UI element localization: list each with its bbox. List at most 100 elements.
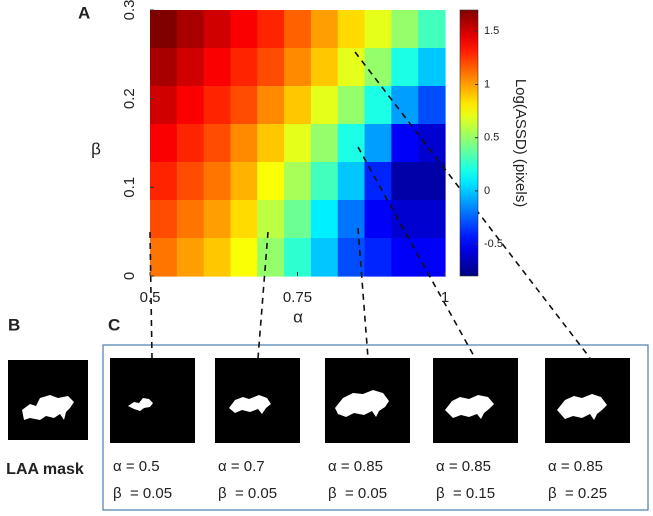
panel-label: A: [78, 3, 90, 22]
alpha-label: α = 0.5: [113, 458, 160, 475]
heat-cell: [176, 10, 205, 49]
heat-cell: [230, 238, 258, 277]
heat-cell: [203, 10, 232, 49]
heat-cell: [176, 238, 205, 277]
heat-cell: [337, 124, 366, 163]
heat-cell: [391, 124, 419, 163]
mask-shape: [22, 395, 74, 420]
heat-cell: [337, 86, 366, 125]
heat-cell: [203, 238, 232, 277]
colorbar-tick-label: 0: [484, 185, 490, 197]
x-tick-label: 0.5: [140, 289, 161, 306]
panel-label: C: [108, 315, 120, 334]
heat-cell: [176, 48, 205, 87]
heat-cell: [364, 124, 392, 163]
heat-cell: [230, 162, 258, 201]
heat-cell: [418, 124, 446, 163]
heat-cell: [284, 162, 312, 201]
heat-cell: [337, 10, 366, 49]
segmentations: α = 0.5 β = 0.05 α = 0.7 β = 0.05 α = 0.85 β …: [110, 358, 630, 502]
segmentation-image: [110, 358, 195, 443]
heat-cell: [230, 124, 258, 163]
heat-cell: [364, 10, 392, 49]
heat-cell: [203, 86, 232, 125]
x-tick-label: 1: [441, 289, 449, 306]
heat-cell: [176, 200, 205, 239]
segmentation-shape: [557, 394, 607, 420]
heat-cell: [150, 10, 178, 49]
colorbar-tick-label: 1.5: [484, 25, 499, 37]
heat-cell: [203, 200, 232, 239]
heat-cell: [257, 48, 285, 87]
heat-cell: [364, 200, 392, 239]
heat-cell: [257, 162, 285, 201]
alpha-label: α = 0.85: [328, 458, 383, 475]
heat-cell: [257, 200, 285, 239]
heat-cell: [418, 162, 446, 201]
beta-label: β = 0.05: [328, 485, 387, 502]
x-axis-label: α: [293, 307, 303, 326]
heat-cell: [257, 86, 285, 125]
heatmap: [150, 10, 446, 277]
heat-cell: [310, 86, 339, 125]
colorbar-tick-label: -0.5: [484, 238, 503, 250]
beta-label: β = 0.05: [113, 485, 172, 502]
heat-cell: [310, 200, 339, 239]
heat-cell: [391, 162, 419, 201]
heat-cell: [150, 86, 178, 125]
heat-cell: [203, 162, 232, 201]
beta-label: β = 0.25: [548, 485, 607, 502]
heat-cell: [150, 162, 178, 201]
heat-cell: [364, 238, 392, 277]
heat-cell: [337, 162, 366, 201]
segmentation-shape: [445, 395, 494, 419]
colorbar: [459, 9, 479, 277]
segmentation-shape: [128, 398, 153, 411]
heat-cell: [150, 238, 178, 277]
heat-cell: [257, 124, 285, 163]
heat-cell: [418, 10, 446, 49]
heat-cell: [284, 238, 312, 277]
panel-label: B: [8, 315, 20, 334]
heat-cell: [203, 124, 232, 163]
colorbar-tick-label: 0.5: [484, 132, 499, 144]
colorbar-label: Log(ASSD) (pixels): [512, 79, 529, 207]
heat-cell: [284, 10, 312, 49]
segmentation-box: [102, 344, 649, 511]
heat-cell: [150, 48, 178, 87]
heat-cell: [284, 200, 312, 239]
heat-cell: [230, 86, 258, 125]
heat-cell: [391, 200, 419, 239]
heat-cell: [230, 200, 258, 239]
y-tick-label: 0.2: [121, 88, 138, 109]
alpha-label: α = 0.7: [218, 458, 265, 475]
y-tick-label: 0.1: [121, 177, 138, 198]
alpha-label: α = 0.85: [436, 458, 491, 475]
segmentation-shape: [229, 395, 271, 414]
heat-cell: [310, 124, 339, 163]
y-tick-label: 0: [121, 272, 138, 280]
heat-cell: [310, 48, 339, 87]
heat-cell: [230, 48, 258, 87]
y-tick-label: 0.3: [121, 0, 138, 20]
beta-label: β = 0.05: [218, 485, 277, 502]
segmentation-shape: [335, 390, 389, 417]
mask-label: LAA mask: [6, 461, 84, 478]
x-tick-label: 0.75: [283, 289, 312, 306]
heat-cell: [391, 48, 419, 87]
heat-cell: [364, 86, 392, 125]
heat-cell: [284, 48, 312, 87]
heat-cell: [310, 162, 339, 201]
heat-cell: [391, 238, 419, 277]
heat-cell: [203, 48, 232, 87]
heat-cell: [284, 86, 312, 125]
heat-cell: [418, 200, 446, 239]
beta-label: β = 0.15: [436, 485, 495, 502]
heat-cell: [257, 238, 285, 277]
heat-cell: [418, 48, 446, 87]
heat-cell: [337, 238, 366, 277]
heat-cell: [310, 238, 339, 277]
heat-cell: [418, 238, 446, 277]
y-axis-label: β: [91, 139, 101, 158]
